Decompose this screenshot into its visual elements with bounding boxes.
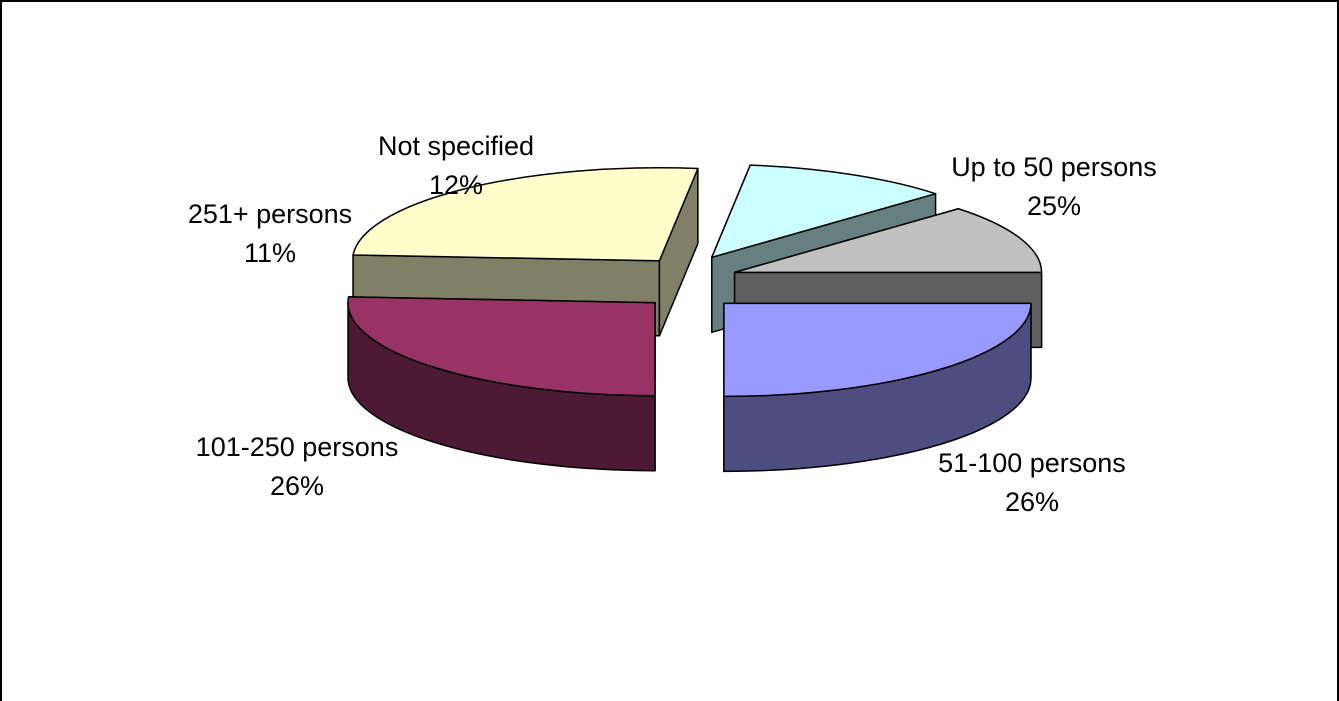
label-251-plus-pct: 11%: [244, 238, 296, 268]
label-51-100-pct: 26%: [1005, 487, 1059, 517]
label-51-100-name: 51-100 persons: [938, 448, 1126, 478]
label-not-specified-pct: 12%: [429, 170, 483, 200]
label-up-to-50-name: Up to 50 persons: [951, 152, 1157, 182]
label-up-to-50-pct: 25%: [1027, 191, 1081, 221]
slice-101-250-persons: [352, 167, 699, 262]
pie-slices: [347, 164, 1043, 473]
label-not-specified-name: Not specified: [378, 131, 534, 161]
slice-51-100-persons: [347, 296, 656, 397]
label-101-250-pct: 26%: [270, 471, 324, 501]
label-101-250-name: 101-250 persons: [196, 432, 399, 462]
slice-not-specified: [733, 207, 1043, 274]
slice-up-to-50-persons: [723, 302, 1032, 398]
label-251-plus-name: 251+ persons: [188, 199, 352, 229]
slice-251-persons: [711, 164, 937, 259]
